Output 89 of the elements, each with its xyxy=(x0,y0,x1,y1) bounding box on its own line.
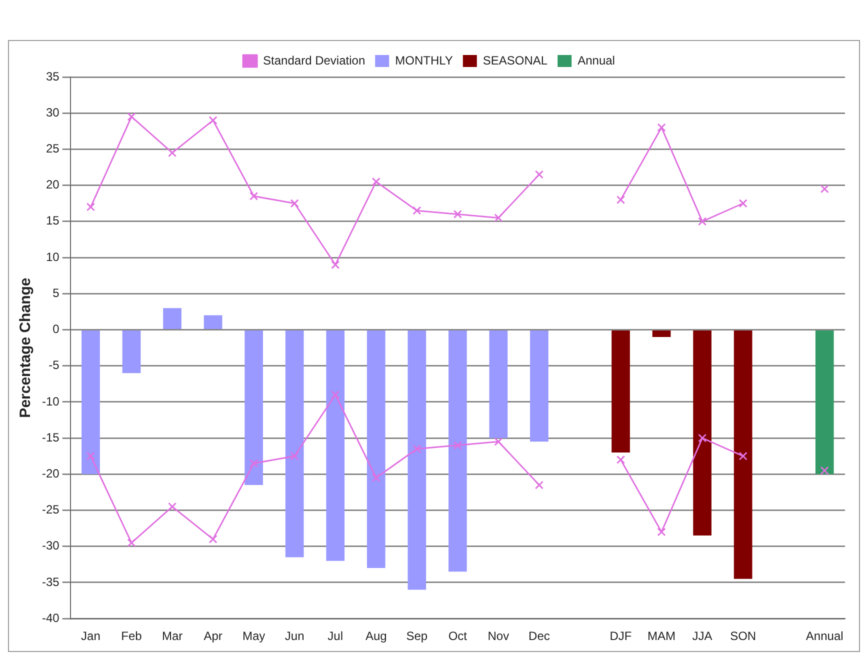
point xyxy=(86,452,96,460)
point xyxy=(657,123,666,132)
y-tick-label: -5 xyxy=(48,358,60,372)
x-tick-label: Apr xyxy=(204,629,222,644)
bar xyxy=(366,330,386,568)
y-tick-label: -30 xyxy=(42,538,60,553)
y-tick-label: -40 xyxy=(42,610,60,625)
x-tick-label: Jul xyxy=(328,629,344,644)
point xyxy=(412,206,422,215)
x-tick-label: JJA xyxy=(692,629,712,644)
point xyxy=(616,195,626,204)
point xyxy=(494,214,503,222)
bar xyxy=(652,330,671,337)
y-tick-label: 10 xyxy=(46,250,60,264)
point xyxy=(534,170,544,179)
point xyxy=(127,112,136,122)
point xyxy=(738,452,748,460)
point xyxy=(127,538,136,548)
point xyxy=(290,452,299,460)
point xyxy=(534,480,544,490)
x-tick-label: SON xyxy=(730,629,756,644)
point xyxy=(208,534,218,544)
point xyxy=(86,202,96,212)
point xyxy=(820,466,829,475)
point xyxy=(738,199,748,208)
point xyxy=(453,210,462,218)
bar xyxy=(122,330,141,374)
point xyxy=(250,192,258,200)
y-tick-label: -25 xyxy=(42,502,60,517)
point xyxy=(820,184,829,194)
x-tick-label: Oct xyxy=(448,629,468,644)
x-tick-label: MAM xyxy=(648,629,676,644)
point xyxy=(208,116,218,125)
bar xyxy=(163,308,182,329)
bar xyxy=(204,315,222,329)
point xyxy=(331,390,340,400)
x-tick-label: Jun xyxy=(284,629,304,644)
y-tick-label: 35 xyxy=(46,69,60,84)
bar xyxy=(326,330,345,561)
bar xyxy=(244,330,263,486)
point xyxy=(168,148,177,158)
point xyxy=(616,455,626,464)
x-tick-label: Aug xyxy=(365,629,387,644)
legend-label: MONTHLY xyxy=(395,53,453,68)
y-tick-label: -10 xyxy=(42,394,60,408)
x-tick-label: Annual xyxy=(806,629,844,644)
point xyxy=(698,217,707,226)
bar xyxy=(612,330,630,453)
legend-label: SEASONAL xyxy=(482,53,548,68)
y-tick-label: 5 xyxy=(52,286,60,300)
bar xyxy=(448,330,467,572)
bar xyxy=(285,330,304,558)
y-tick-label: -20 xyxy=(42,466,60,480)
x-tick-label: DJF xyxy=(610,629,632,644)
y-tick-label: 20 xyxy=(46,178,60,192)
x-tick-label: Feb xyxy=(121,629,142,644)
x-tick-label: Dec xyxy=(528,629,550,644)
point xyxy=(372,474,380,482)
point xyxy=(290,199,299,208)
point xyxy=(168,502,177,511)
bar xyxy=(734,330,752,579)
y-tick-label: 30 xyxy=(46,105,60,120)
x-tick-label: Jan xyxy=(81,629,100,644)
point xyxy=(698,434,707,442)
point xyxy=(494,437,503,446)
x-tick-label: Mar xyxy=(162,629,183,644)
y-tick-label: -15 xyxy=(42,430,60,444)
bar xyxy=(530,330,548,442)
bar xyxy=(408,330,426,590)
legend-label: Annual xyxy=(578,53,615,68)
y-tick-label: -35 xyxy=(42,574,60,589)
point xyxy=(453,441,462,450)
y-tick-label: 0 xyxy=(52,322,60,336)
bar xyxy=(82,330,100,474)
y-axis-title: Percentage Change xyxy=(17,278,34,418)
x-tick-label: Nov xyxy=(488,629,510,644)
bar xyxy=(815,330,834,474)
legend-label: Standard Deviation xyxy=(263,53,366,68)
point xyxy=(657,528,666,536)
point xyxy=(250,459,258,468)
point xyxy=(372,177,380,186)
point xyxy=(412,444,422,454)
point xyxy=(331,260,340,270)
x-tick-label: Sep xyxy=(406,629,428,644)
y-tick-label: 15 xyxy=(46,214,60,228)
bar xyxy=(693,330,712,536)
x-tick-label: May xyxy=(242,629,266,644)
y-tick-label: 25 xyxy=(46,142,60,156)
bar xyxy=(489,330,508,438)
